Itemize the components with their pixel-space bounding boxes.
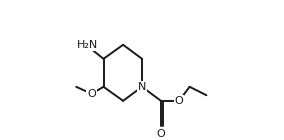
Text: O: O (87, 89, 96, 99)
Text: O: O (156, 129, 165, 139)
Text: O: O (175, 96, 183, 106)
Text: N: N (138, 82, 146, 92)
Text: H₂N: H₂N (77, 40, 98, 50)
